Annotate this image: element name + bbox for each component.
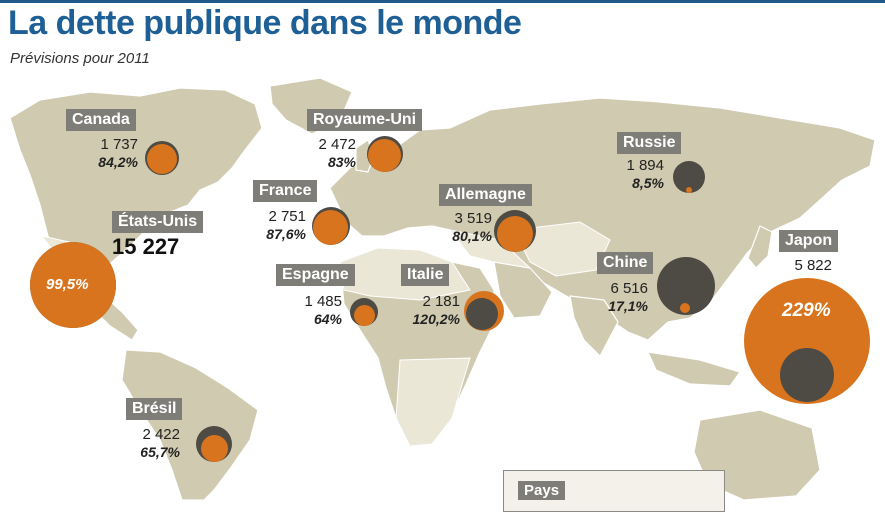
- debt-amount-label: 5 822: [794, 257, 832, 274]
- legend-box: Pays: [503, 470, 725, 512]
- debt-ratio-label: 120,2%: [412, 311, 460, 327]
- country-name-label: Russie: [617, 132, 682, 154]
- country-name-label: Brésil: [126, 398, 183, 420]
- debt-amount-label: 2 422: [142, 426, 180, 443]
- debt-ratio-label: 83%: [327, 154, 356, 170]
- country-name-label: Japon: [779, 230, 839, 252]
- debt-amount-label: 2 181: [422, 293, 460, 310]
- legend-title: Pays: [518, 481, 566, 500]
- debt-ratio-bubble: [680, 303, 690, 313]
- central-asia-shape: [513, 221, 611, 277]
- debt-ratio-label: 87,6%: [266, 226, 306, 242]
- north-america-shape: [9, 87, 263, 283]
- debt-ratio-label: 80,1%: [452, 228, 492, 244]
- debt-amount-bubble: [466, 298, 498, 330]
- country-name-label: Canada: [66, 109, 136, 131]
- middle-east-shape: [448, 229, 532, 269]
- debt-ratio-bubble: [354, 305, 375, 326]
- debt-ratio-bubble: [30, 242, 116, 328]
- country-name-label: Italie: [401, 264, 450, 286]
- debt-amount-label: 3 519: [454, 210, 492, 227]
- country-name-label: Chine: [597, 252, 654, 274]
- debt-ratio-label: 17,1%: [608, 298, 648, 314]
- debt-amount-label: 1 737: [100, 136, 138, 153]
- australia-shape: [693, 409, 821, 500]
- debt-ratio-bubble: [201, 435, 228, 462]
- debt-ratio-bubble: [368, 139, 401, 172]
- page-title: La dette publique dans le monde: [8, 4, 522, 42]
- debt-amount-bubble: [780, 348, 834, 402]
- indonesia-shape: [647, 351, 741, 387]
- debt-ratio-bubble: [686, 187, 692, 193]
- debt-ratio-label: 99,5%: [46, 276, 89, 293]
- debt-ratio-label: 64%: [313, 311, 342, 327]
- country-name-label: France: [253, 180, 318, 202]
- country-name-label: Allemagne: [439, 184, 532, 206]
- debt-amount-label: 1 485: [304, 293, 342, 310]
- japan-shape: [747, 225, 773, 269]
- southern-africa-shape: [395, 357, 471, 447]
- country-name-label: États-Unis: [112, 211, 204, 233]
- page-subtitle: Prévisions pour 2011: [10, 50, 150, 67]
- country-name-label: Royaume-Uni: [307, 109, 423, 131]
- debt-ratio-label: 65,7%: [140, 444, 180, 460]
- debt-amount-label: 15 227: [112, 234, 180, 259]
- debt-ratio-label: 84,2%: [98, 154, 138, 170]
- debt-amount-label: 6 516: [610, 280, 648, 297]
- south-america-shape: [121, 349, 259, 500]
- debt-amount-label: 1 894: [626, 157, 664, 174]
- debt-ratio-label: 8,5%: [632, 175, 664, 191]
- debt-amount-label: 2 751: [268, 208, 306, 225]
- top-rule: [0, 0, 885, 3]
- country-name-label: Espagne: [276, 264, 355, 286]
- debt-ratio-label: 229%: [782, 300, 831, 321]
- debt-ratio-bubble: [147, 144, 177, 174]
- debt-ratio-bubble: [313, 210, 348, 245]
- debt-ratio-bubble: [497, 216, 533, 252]
- india-shape: [569, 295, 619, 357]
- debt-amount-label: 2 472: [318, 136, 356, 153]
